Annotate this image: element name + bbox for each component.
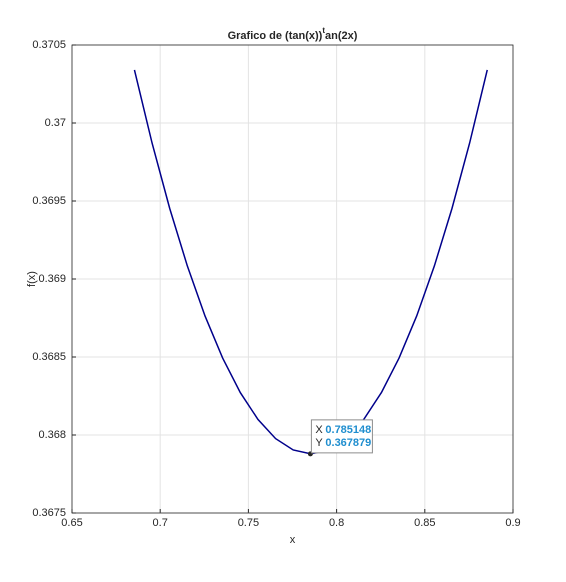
datatip-x-name: X [315, 424, 323, 436]
y-tick-label: 0.3695 [32, 195, 66, 207]
x-tick-label: 0.9 [505, 517, 520, 529]
datatip-y-name: Y [315, 437, 323, 449]
plot-frame [71, 44, 514, 514]
y-axis-label: f(x) [26, 271, 38, 287]
y-tick-label: 0.3685 [32, 351, 66, 363]
y-tick-label: 0.37 [45, 117, 66, 129]
y-tick-label: 0.369 [38, 273, 66, 285]
datatip-box [310, 419, 373, 454]
datatip-x-value: 0.785148 [325, 424, 371, 436]
x-tick-label: 0.8 [329, 517, 344, 529]
datatip-y-value: 0.367879 [325, 437, 371, 449]
x-axis-label: x [290, 534, 296, 546]
y-tick-label: 0.368 [38, 429, 66, 441]
x-tick-label: 0.7 [153, 517, 168, 529]
y-tick-label: 0.3675 [32, 507, 66, 519]
x-tick-label: 0.75 [238, 517, 259, 529]
x-tick-label: 0.85 [414, 517, 435, 529]
y-tick-label: 0.3705 [32, 39, 66, 51]
chart-title: Grafico de (tan(x))tan(2x) [228, 26, 358, 42]
x-tick-label: 0.65 [61, 517, 82, 529]
